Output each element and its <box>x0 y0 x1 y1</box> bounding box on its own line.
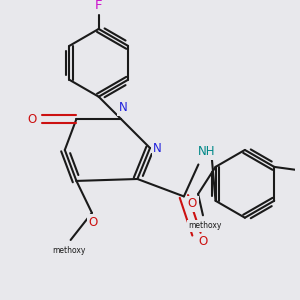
Text: O: O <box>199 236 208 248</box>
Text: O: O <box>27 113 37 126</box>
Text: NH: NH <box>197 146 215 158</box>
Text: O: O <box>188 197 197 210</box>
Text: O: O <box>88 216 98 229</box>
Text: N: N <box>153 142 162 154</box>
Text: methoxy: methoxy <box>52 246 86 255</box>
Text: methoxy: methoxy <box>188 221 222 230</box>
Text: N: N <box>118 101 127 114</box>
Text: F: F <box>95 0 102 12</box>
